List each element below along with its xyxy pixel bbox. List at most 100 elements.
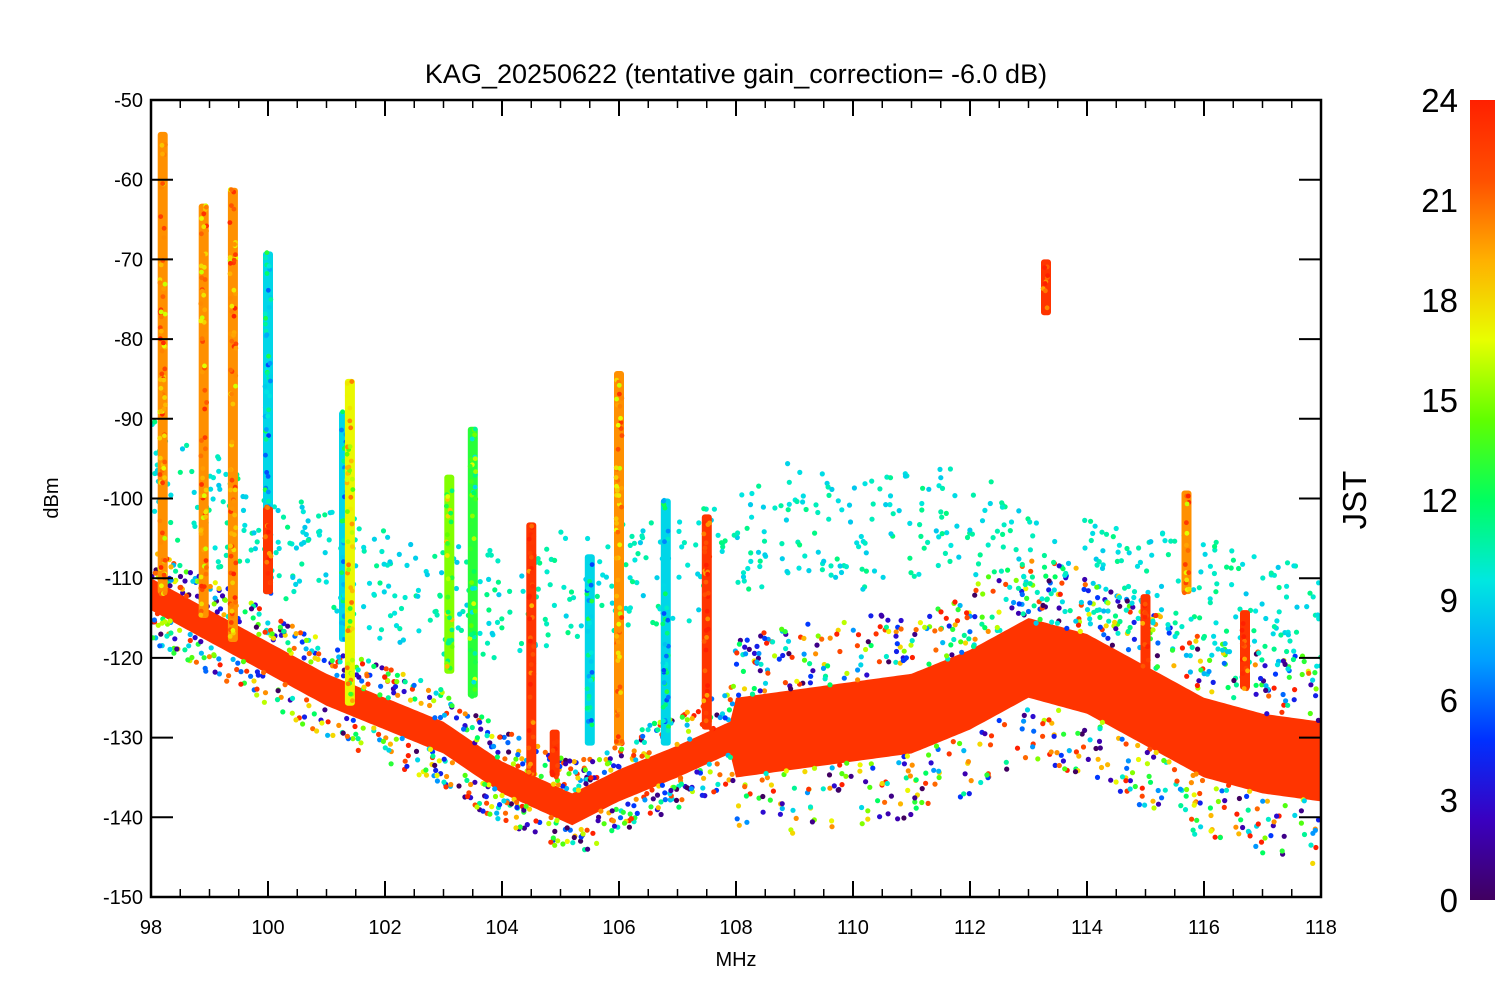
noise-point <box>931 767 937 773</box>
noise-point <box>216 585 222 592</box>
noise-point <box>822 676 828 682</box>
scatter-point <box>784 568 790 575</box>
noise-point <box>216 671 222 677</box>
signal-point <box>531 671 537 677</box>
noise-point <box>760 793 766 800</box>
scatter-point <box>1099 565 1106 572</box>
noise-point <box>513 756 519 762</box>
scatter-point <box>851 485 858 491</box>
signal-point <box>350 487 356 492</box>
scatter-point <box>316 529 322 535</box>
noise-point <box>658 799 664 805</box>
signal-point <box>161 286 167 292</box>
signal-point <box>157 325 163 330</box>
signal-point <box>339 427 344 433</box>
noise-point <box>1301 831 1308 838</box>
signal-point <box>529 523 535 529</box>
signal-point <box>468 479 474 485</box>
noise-point <box>254 669 260 675</box>
scatter-point <box>1168 538 1174 544</box>
noise-point <box>757 688 763 694</box>
noise-point <box>607 756 613 762</box>
signal-point <box>470 586 475 591</box>
noise-point <box>433 690 439 696</box>
noise-point <box>361 684 367 690</box>
signal-point <box>348 691 353 697</box>
noise-point <box>1044 597 1050 603</box>
noise-point <box>989 614 995 620</box>
signal-bar <box>1041 259 1051 316</box>
scatter-point <box>1065 560 1072 567</box>
noise-point <box>1025 608 1032 615</box>
scatter-point <box>863 568 870 574</box>
scatter-point <box>834 556 840 562</box>
signal-point <box>267 360 273 366</box>
noise-point <box>418 677 424 684</box>
noise-point <box>184 593 190 599</box>
noise-point <box>615 763 621 769</box>
signal-point <box>349 521 355 527</box>
noise-point <box>578 838 584 844</box>
scatter-point <box>495 579 501 585</box>
scatter-point <box>1304 604 1310 610</box>
noise-point <box>1123 741 1129 747</box>
noise-point <box>729 771 735 777</box>
noise-point <box>868 642 874 649</box>
scatter-point <box>440 550 446 556</box>
noise-point <box>868 613 874 619</box>
scatter-point <box>907 520 913 527</box>
signal-point <box>347 606 353 611</box>
noise-point <box>365 681 371 687</box>
noise-point <box>510 761 516 767</box>
noise-point <box>610 818 617 824</box>
noise-point <box>994 624 1000 631</box>
scatter-point <box>518 640 525 647</box>
noise-point <box>1197 800 1203 806</box>
noise-point <box>177 562 183 569</box>
signal-point <box>613 555 619 561</box>
signal-point <box>232 487 238 493</box>
scatter-point <box>828 572 834 578</box>
signal-point <box>264 389 270 395</box>
noise-point <box>1285 702 1291 708</box>
noise-point <box>733 661 740 667</box>
noise-point <box>1135 756 1142 763</box>
scatter-point <box>300 509 306 515</box>
noise-point <box>462 711 468 717</box>
noise-point <box>1144 761 1150 767</box>
noise-point <box>814 642 820 648</box>
noise-point <box>186 643 192 649</box>
data-layer <box>151 131 1321 867</box>
scatter-point <box>1276 584 1282 591</box>
scatter-point <box>1159 531 1166 537</box>
noise-point <box>502 756 508 762</box>
noise-point <box>1066 748 1072 754</box>
noise-point <box>901 648 907 654</box>
noise-point <box>601 769 608 776</box>
noise-point <box>909 762 915 768</box>
signal-point <box>1042 281 1048 286</box>
noise-point <box>575 775 581 781</box>
noise-point <box>873 631 879 637</box>
noise-point <box>933 743 940 749</box>
signal-point <box>160 530 165 536</box>
signal-bar <box>1181 490 1192 595</box>
noise-point <box>566 771 572 777</box>
noise-point <box>988 733 995 739</box>
noise-point <box>392 684 399 690</box>
noise-point <box>938 609 944 615</box>
scatter-point <box>635 551 641 557</box>
noise-point <box>1299 671 1305 678</box>
scatter-point <box>177 469 183 475</box>
noise-point <box>382 745 388 751</box>
scatter-point <box>1091 609 1097 615</box>
noise-point <box>962 771 968 777</box>
noise-point <box>659 782 666 788</box>
signal-point <box>1182 590 1187 596</box>
signal-point <box>232 532 237 538</box>
signal-point <box>346 567 352 573</box>
noise-point <box>841 675 847 681</box>
noise-point <box>303 637 309 644</box>
scatter-point <box>740 574 747 580</box>
scatter-point <box>1115 630 1121 636</box>
